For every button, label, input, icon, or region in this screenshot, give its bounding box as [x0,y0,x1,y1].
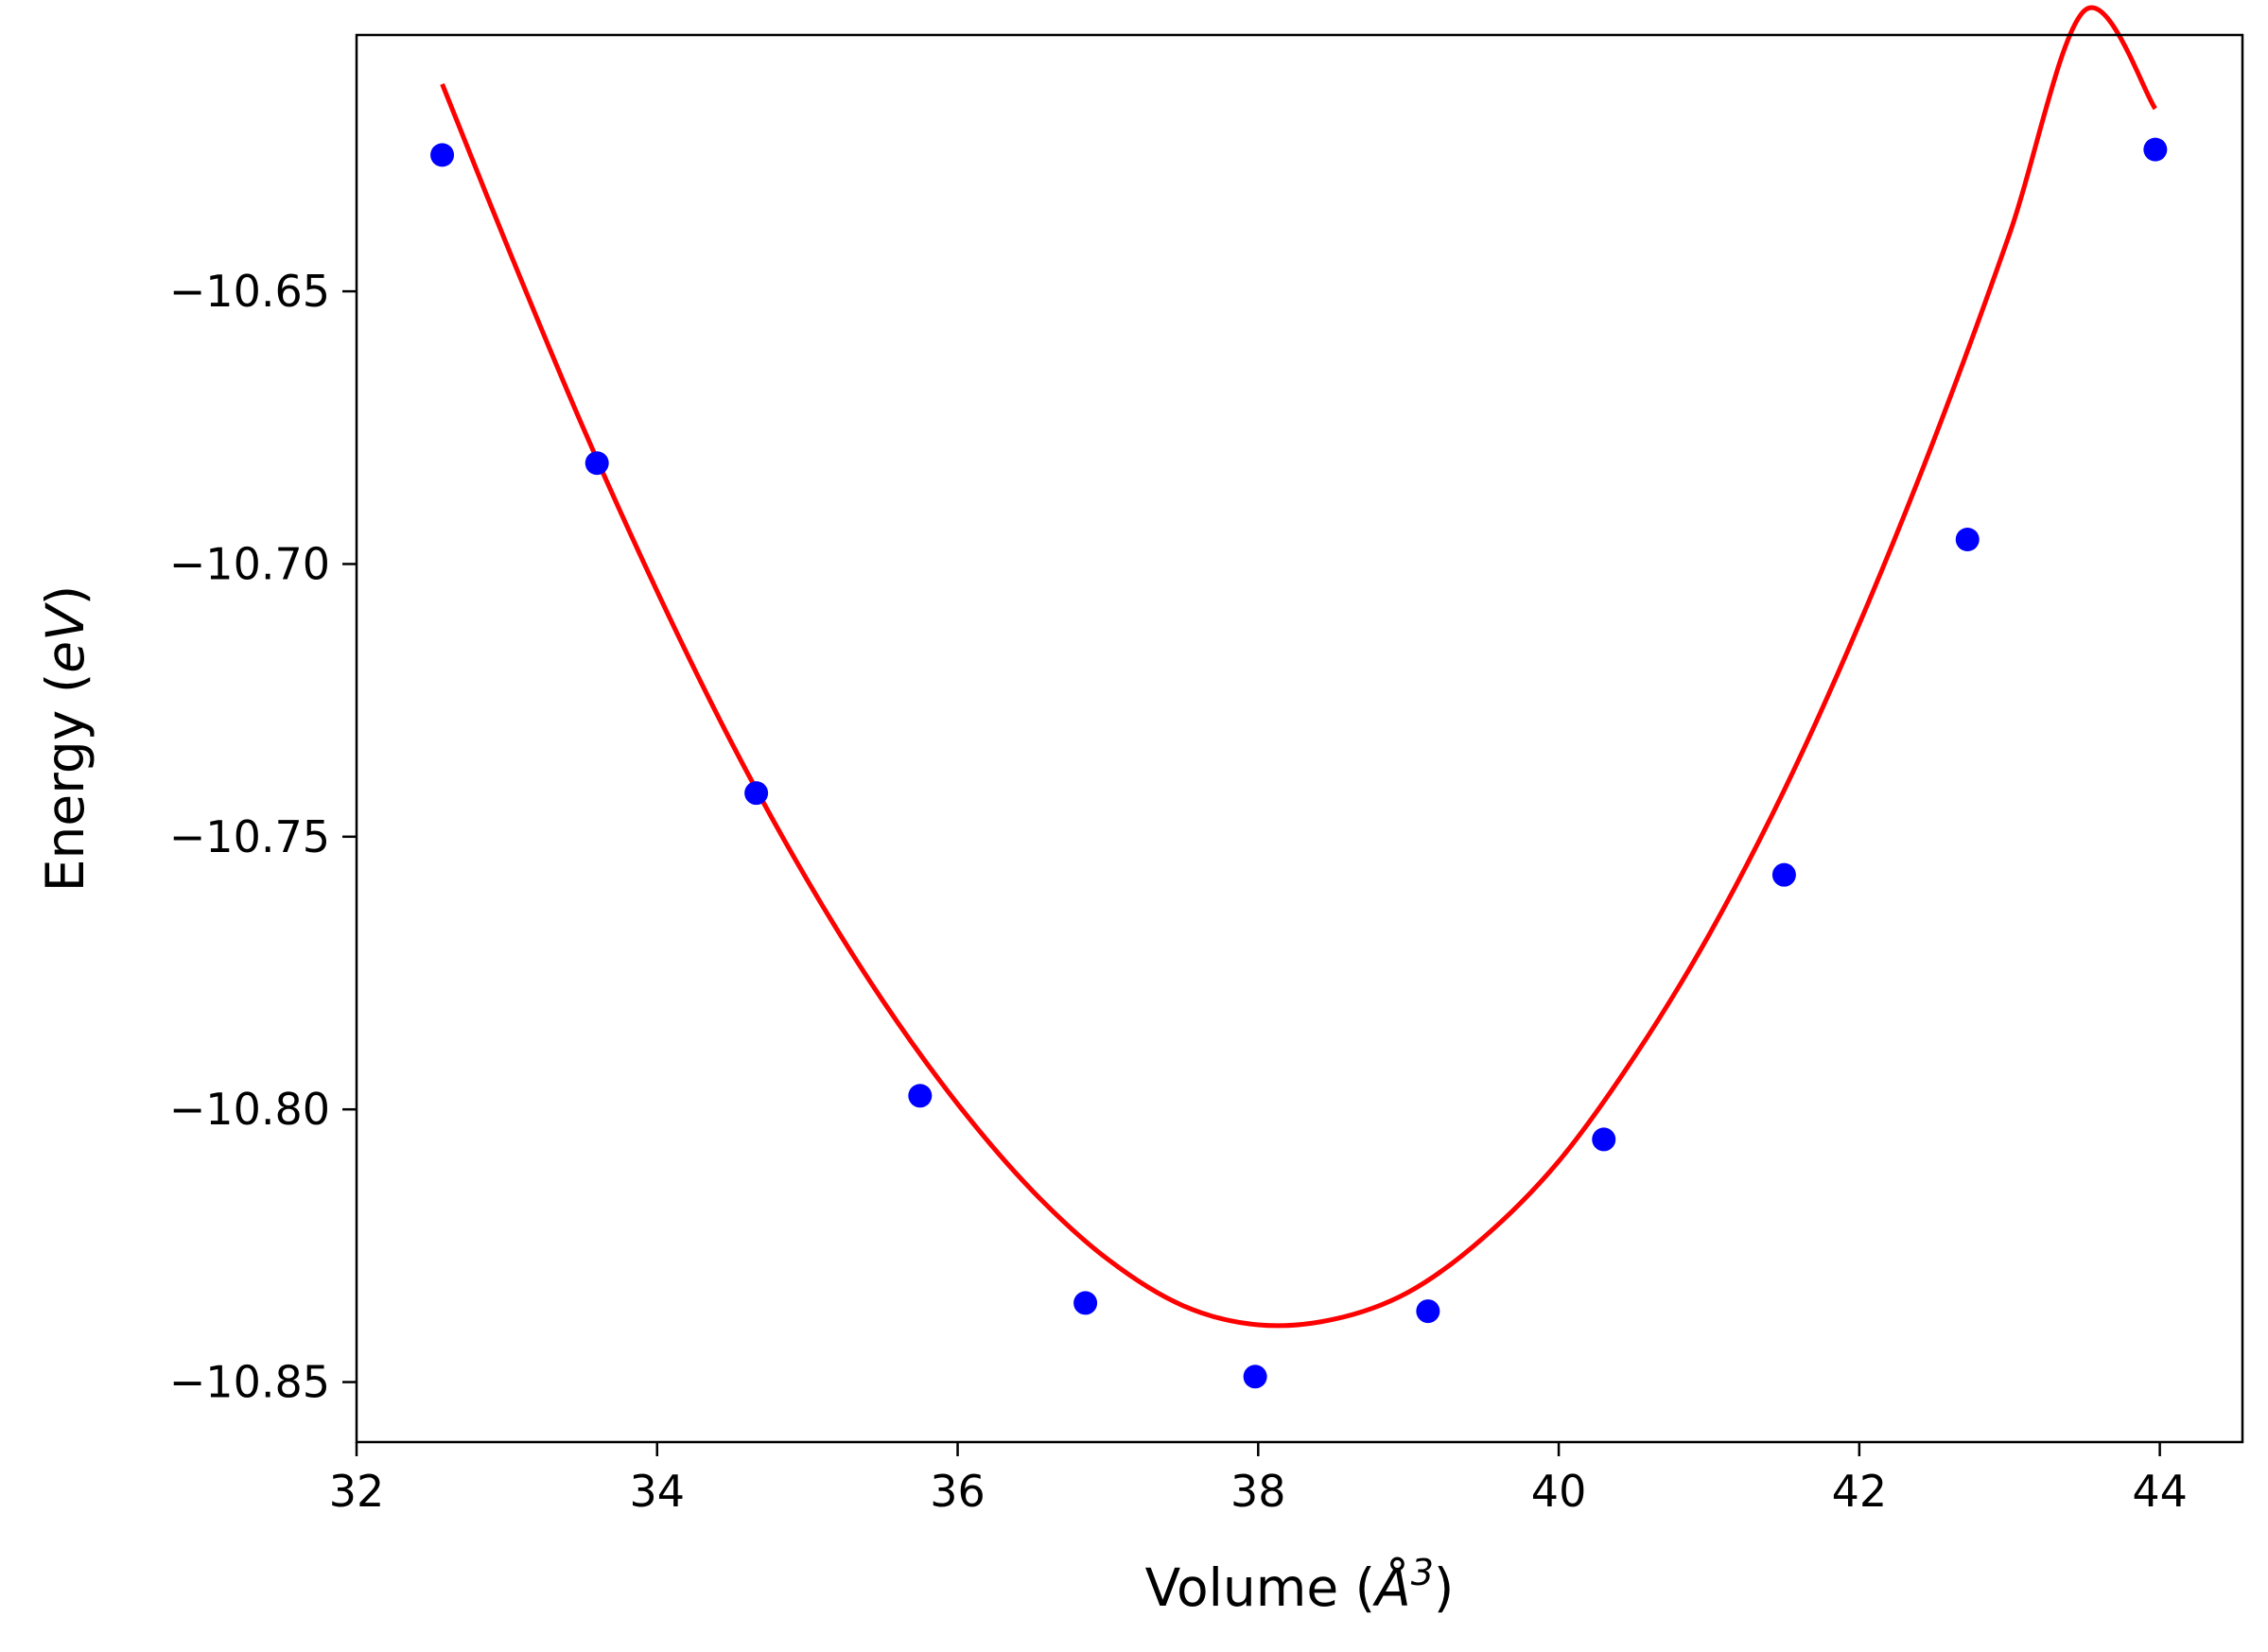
y-axis-ticks: −10.85 −10.80 −10.75 −10.70 −10.65 [169,266,357,1408]
data-point [1243,1365,1267,1389]
data-point [1592,1127,1616,1152]
x-tick-label: 34 [629,1466,685,1517]
data-point [1073,1291,1098,1315]
data-point [908,1084,933,1108]
x-tick-label: 44 [2132,1466,2188,1517]
fit-curve [440,5,2157,1329]
x-tick-label: 40 [1531,1466,1587,1517]
y-tick-label: −10.70 [169,538,330,589]
data-point [2143,137,2168,162]
x-tick-label: 42 [1832,1466,1888,1517]
y-axis-label: Energy (eV) [35,585,96,892]
data-point [584,451,609,476]
data-point [430,143,455,167]
x-tick-label: 36 [930,1466,986,1517]
plot-layer [430,5,2168,1389]
data-point [1416,1299,1440,1324]
data-point [744,781,769,806]
y-tick-label: −10.75 [169,811,330,862]
x-axis-label: Volume (Å3) [1145,1552,1455,1618]
data-point [1771,862,1796,887]
y-tick-label: −10.80 [169,1084,330,1135]
y-tick-label: −10.85 [169,1357,330,1408]
data-point [1955,527,1980,551]
x-tick-label: 38 [1230,1466,1286,1517]
x-axis-ticks: 32 34 36 38 40 42 44 [329,1442,2188,1517]
x-tick-label: 32 [329,1466,385,1517]
plot-frame [355,33,2244,1444]
y-tick-label: −10.65 [169,266,330,317]
